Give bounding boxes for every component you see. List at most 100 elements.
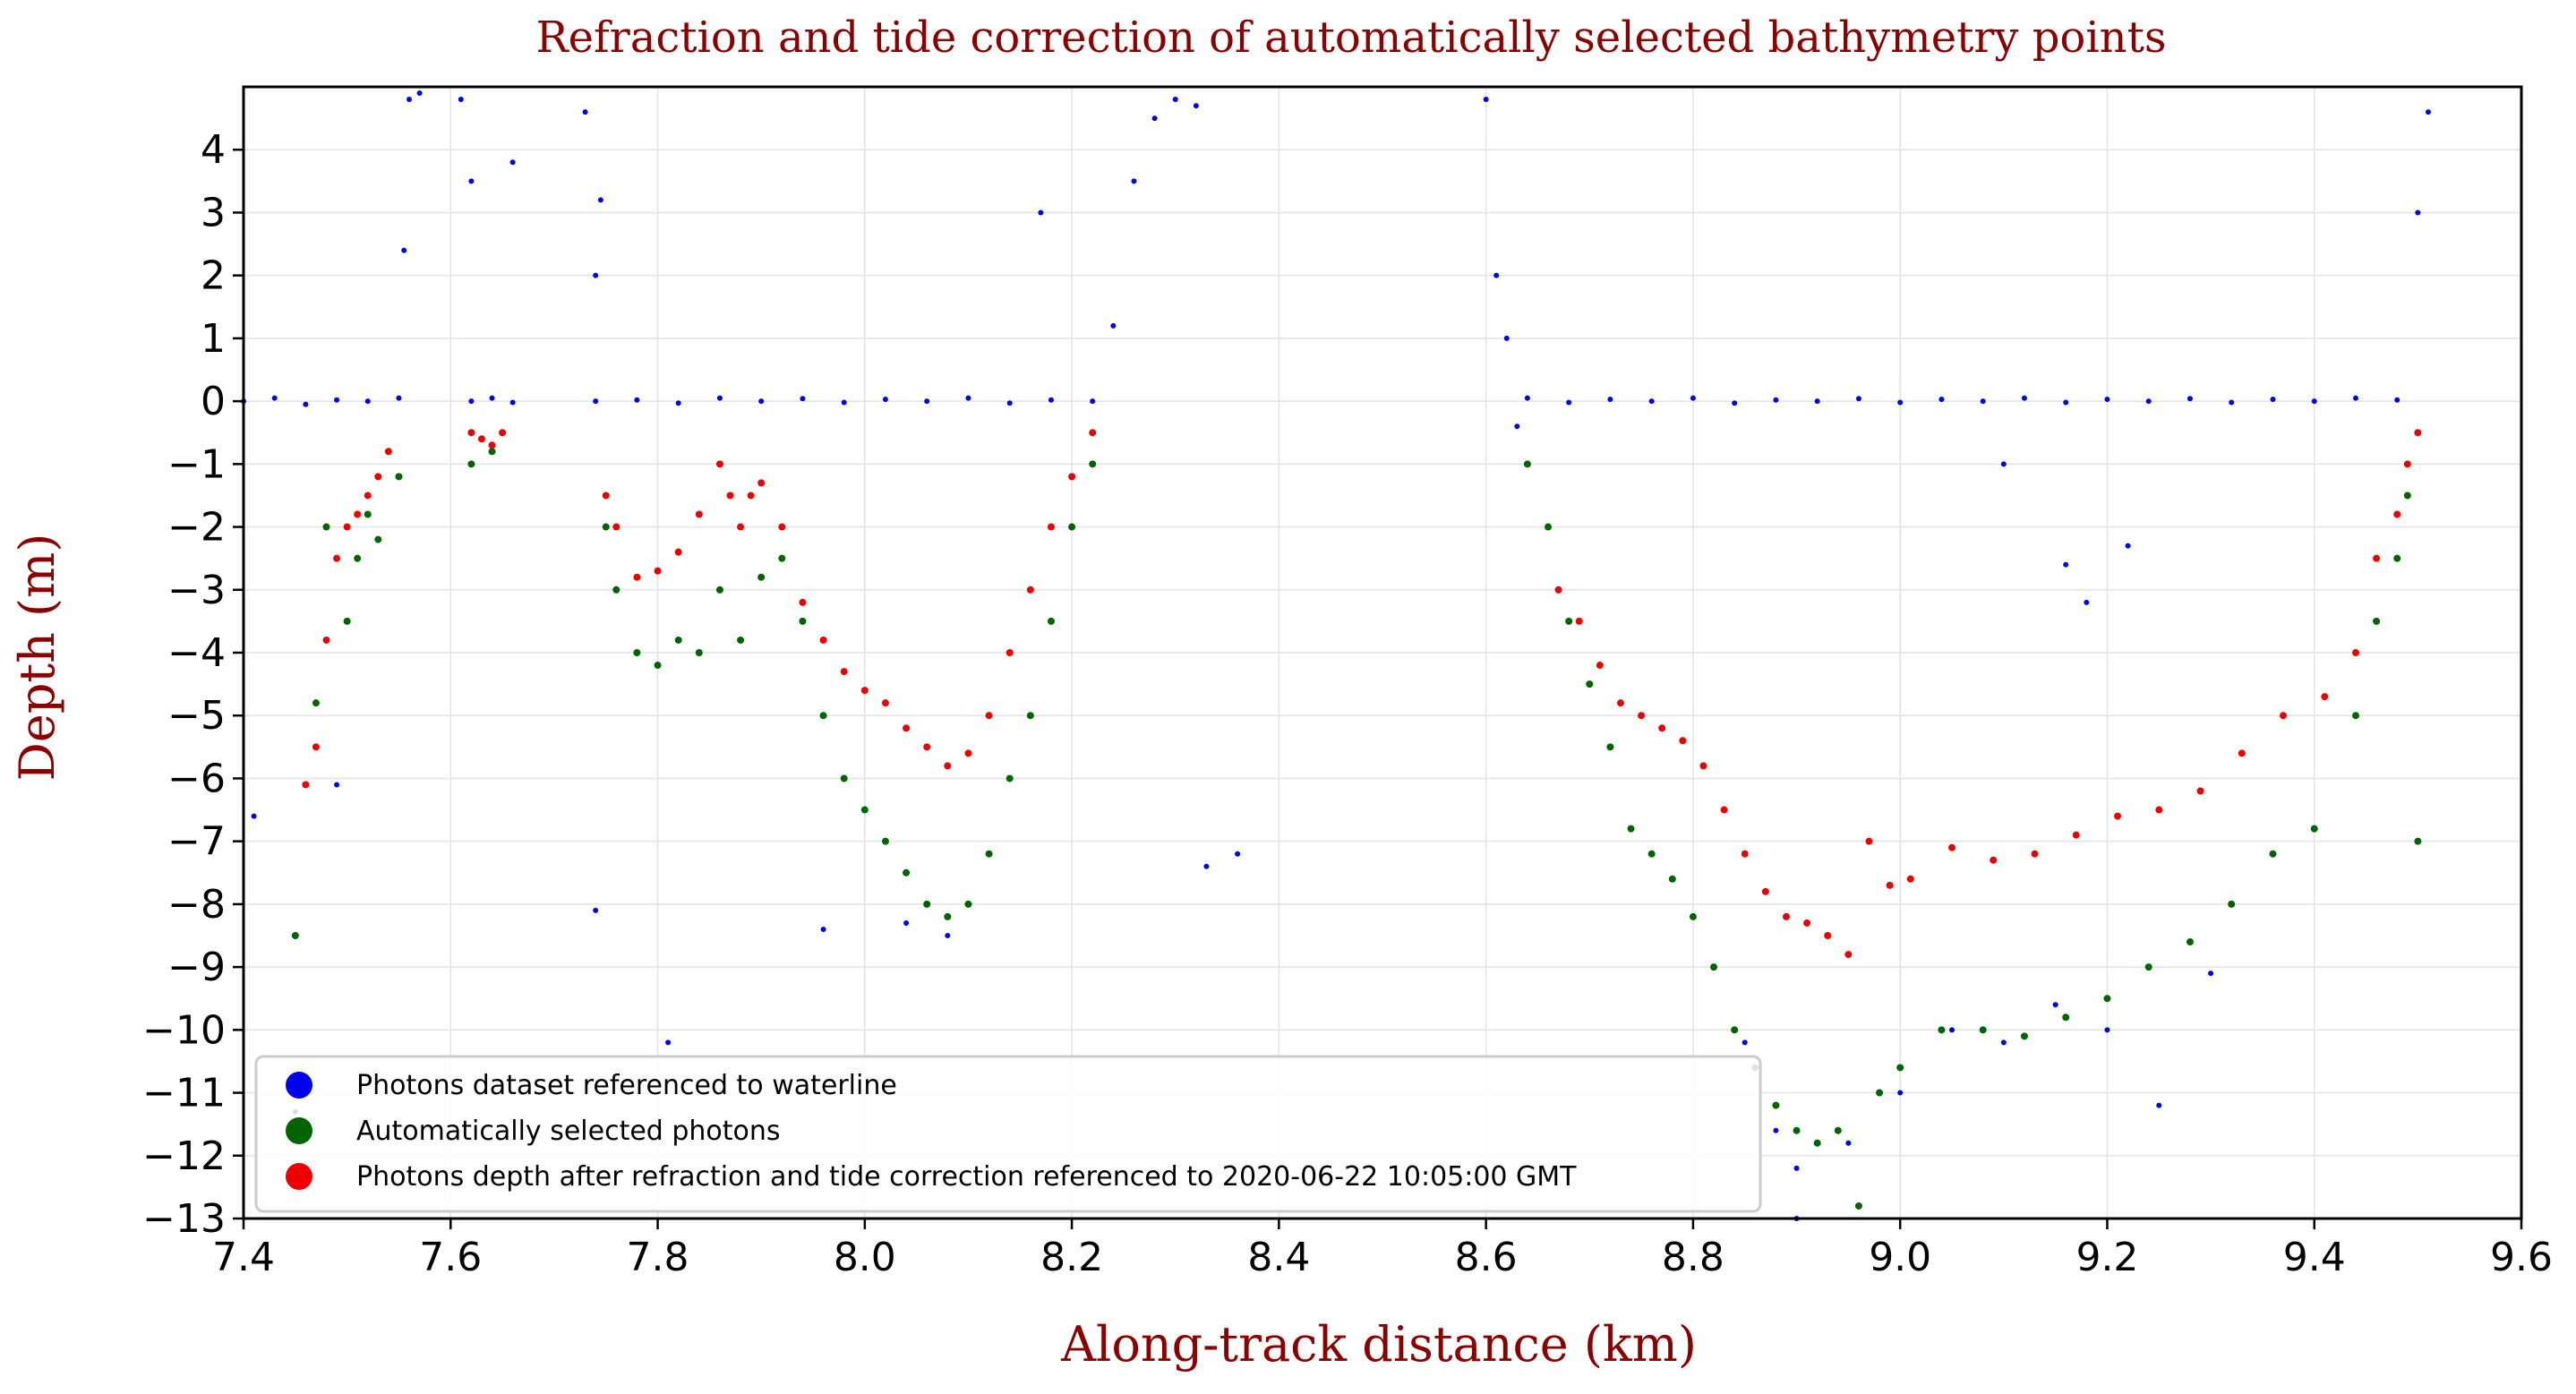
legend-label-selected: Automatically selected photons — [356, 1116, 781, 1147]
photon-point — [675, 400, 681, 406]
selected-photon-point — [612, 586, 620, 594]
corrected-photon-point — [695, 510, 703, 518]
selected-photon-point — [1068, 523, 1076, 531]
photon-point — [2229, 399, 2235, 406]
corrected-photon-point — [1554, 586, 1562, 594]
photon-point — [945, 933, 951, 938]
photon-point — [841, 399, 847, 406]
photon-point — [2000, 1039, 2007, 1046]
photon-point — [965, 395, 971, 401]
corrected-photon-point — [860, 687, 869, 695]
photon-point — [468, 398, 475, 405]
x-tick-label: 8.2 — [1040, 1235, 1103, 1280]
corrected-photon-point — [374, 473, 382, 481]
y-tick-label: −6 — [167, 756, 226, 801]
selected-photon-point — [467, 460, 475, 468]
y-tick-label: 4 — [201, 127, 226, 173]
photon-point — [1203, 863, 1210, 869]
corrected-photon-point — [1026, 586, 1034, 594]
selected-photon-point — [2403, 492, 2411, 500]
photon-point — [1773, 1127, 1779, 1133]
photon-point — [1732, 400, 1738, 406]
x-tick-label: 7.6 — [419, 1235, 482, 1280]
corrected-photon-point — [2321, 693, 2329, 701]
y-axis-label: Depth (m) — [9, 534, 65, 782]
corrected-photon-point — [612, 523, 620, 531]
photon-point — [251, 813, 257, 819]
selected-photon-point — [354, 554, 362, 562]
corrected-photon-point — [1741, 850, 1749, 858]
selected-photon-point — [1813, 1139, 1821, 1147]
photon-point — [2394, 397, 2401, 403]
corrected-photon-point — [1699, 762, 1707, 770]
x-tick-label: 8.6 — [1455, 1235, 1518, 1280]
corrected-photon-point — [757, 479, 766, 487]
photon-point — [2021, 395, 2027, 401]
y-tick-label: 3 — [201, 190, 226, 235]
photon-point — [1493, 272, 1500, 278]
selected-photon-point — [2020, 1032, 2028, 1040]
photon-point — [468, 178, 475, 184]
corrected-photon-point — [819, 636, 827, 644]
selected-photon-point — [964, 900, 972, 908]
y-tick-label: −1 — [167, 441, 226, 487]
selected-photon-point — [819, 712, 827, 720]
photon-point — [2000, 461, 2007, 467]
selected-photon-point — [923, 900, 931, 908]
series-2 — [302, 429, 2422, 959]
selected-photon-point — [1047, 617, 1055, 625]
corrected-photon-point — [1990, 856, 1998, 864]
corrected-photon-point — [1886, 881, 1894, 889]
photon-point — [1503, 335, 1510, 341]
selected-photon-point — [695, 649, 703, 656]
photon-point — [509, 399, 516, 406]
corrected-photon-point — [903, 724, 911, 732]
corrected-photon-point — [333, 554, 341, 562]
photon-point — [1897, 399, 1904, 406]
corrected-photon-point — [2280, 712, 2288, 720]
x-tick-label: 8.0 — [834, 1235, 896, 1280]
corrected-photon-point — [354, 510, 362, 518]
corrected-photon-point — [1068, 473, 1076, 481]
x-tick-label: 8.4 — [1247, 1235, 1310, 1280]
legend-box — [254, 1055, 1762, 1213]
corrected-photon-point — [778, 523, 786, 531]
corrected-photon-point — [384, 448, 392, 456]
selected-photon-point — [2062, 1013, 2070, 1022]
corrected-photon-point — [343, 523, 351, 531]
selected-photon-point — [1647, 850, 1656, 858]
corrected-photon-point — [1761, 887, 1769, 895]
corrected-photon-point — [2031, 850, 2039, 858]
photon-point — [1006, 400, 1013, 406]
selected-photon-point — [799, 617, 807, 625]
corrected-photon-point — [312, 743, 320, 751]
corrected-photon-point — [881, 699, 889, 707]
selected-photon-point — [985, 850, 993, 858]
corrected-photon-point — [1596, 662, 1604, 670]
y-tick-label: −7 — [167, 819, 226, 865]
selected-photon-point — [860, 806, 869, 814]
corrected-photon-point — [715, 460, 723, 468]
photon-point — [882, 397, 888, 403]
photon-point — [1814, 398, 1820, 405]
photon-point — [2084, 599, 2090, 605]
photon-point — [2208, 971, 2214, 977]
x-tick-label: 7.8 — [627, 1235, 689, 1280]
y-tick-label: 2 — [201, 253, 226, 299]
photon-point — [489, 395, 495, 401]
selected-photon-point — [654, 662, 662, 670]
selected-photon-point — [312, 699, 320, 707]
photon-point — [593, 272, 599, 278]
photon-point — [407, 97, 413, 103]
y-tick-label: −2 — [167, 505, 226, 551]
selected-photon-point — [1545, 523, 1553, 531]
corrected-photon-point — [322, 636, 330, 644]
x-tick-label: 9.2 — [2075, 1235, 2138, 1280]
y-tick-label: −13 — [142, 1196, 226, 1242]
photon-point — [401, 247, 407, 253]
corrected-photon-point — [2155, 806, 2163, 814]
selected-photon-point — [1854, 1202, 1862, 1210]
photon-point — [1793, 1165, 1800, 1171]
photon-point — [2156, 1102, 2162, 1108]
legend-label-photons: Photons dataset referenced to waterline — [356, 1070, 897, 1101]
